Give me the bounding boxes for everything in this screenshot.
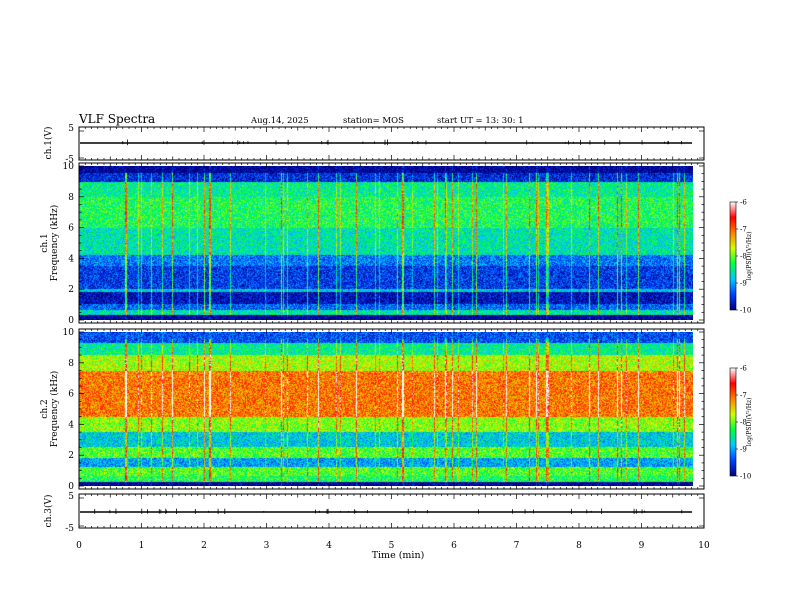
- ch3-ytick-minus5: -5: [65, 524, 74, 534]
- ch2-colorbar-tick-labels: -6 -7 -8 -9 -10: [736, 365, 751, 481]
- ch1-spectrogram-image: [79, 166, 693, 320]
- ch1-colorbar: -6 -7 -8 -9 -10 log(PSD)(V²/Hz): [729, 199, 753, 315]
- ch2-spectrogram-ticks: [78, 329, 705, 489]
- colorbar-tick-label: -10: [740, 307, 751, 315]
- ch2-colorbar: -6 -7 -8 -9 -10 log(PSD)(V²/Hz): [729, 365, 753, 481]
- ch3-waveform-ylabel: ch.3(V): [43, 495, 54, 528]
- frequency-tick-label: 2: [68, 451, 74, 461]
- frequency-tick-label: 10: [63, 328, 75, 338]
- figure-title: VLF Spectra: [78, 112, 155, 126]
- colorbar-tick-label: -9: [740, 280, 747, 288]
- ch3-ytick-5: 5: [68, 492, 74, 502]
- time-axis-tick-labels: 0 1 2 3 4 5 6 7 8 9 10: [76, 541, 710, 551]
- frequency-tick-label: 10: [63, 162, 75, 172]
- frequency-tick-label: 2: [68, 285, 74, 295]
- header-date: Aug.14, 2025: [250, 116, 309, 126]
- channel-2-spectrogram-panel: 0 2 4 6 8 10 ch.2 Frequency (kHz): [40, 328, 705, 492]
- channel-3-waveform-panel: 5 -5 ch.3(V): [43, 492, 705, 534]
- ch3-waveform-frame: [78, 493, 705, 529]
- channel-1-spectrogram-panel: 0 2 4 6 8 10 ch.1 Frequency (kHz): [40, 162, 705, 326]
- frequency-tick-label: 8: [68, 193, 74, 203]
- colorbar-tick-label: -6: [740, 199, 747, 207]
- frequency-tick-label: 6: [68, 224, 74, 234]
- colorbar-tick-label: -8: [740, 419, 747, 427]
- ch1-ytick-5: 5: [68, 124, 74, 134]
- ch1-channel-label: ch.1: [40, 233, 50, 252]
- header-station: station= MOS: [343, 116, 404, 126]
- header-start-time: start UT = 13: 30: 1: [437, 116, 524, 126]
- ch1-waveform-ylabel: ch.1(V): [43, 127, 54, 160]
- colorbar-tick-label: -6: [740, 365, 747, 373]
- ch2-frequency-tick-labels: 0 2 4 6 8 10: [63, 328, 75, 492]
- colorbar-tick-label: -7: [740, 226, 747, 234]
- frequency-tick-label: 6: [68, 390, 74, 400]
- ch1-frequency-axis-label: Frequency (kHz): [49, 205, 60, 282]
- colorbar-tick-label: -10: [740, 473, 751, 481]
- frequency-tick-label: 0: [68, 316, 74, 326]
- ch3-waveform-x-ticks: [78, 494, 705, 528]
- ch2-colorbar-gradient: [729, 367, 737, 477]
- ch3-waveform-spikes: [94, 508, 683, 515]
- ch1-spectrogram-ticks: [78, 163, 705, 323]
- colorbar-tick-label: -7: [740, 392, 747, 400]
- time-tick-label: 5: [389, 541, 395, 551]
- time-tick-label: 2: [201, 541, 207, 551]
- time-axis-label: Time (min): [372, 550, 425, 561]
- ch2-frequency-axis-label: Frequency (kHz): [49, 371, 60, 448]
- colorbar-tick-label: -8: [740, 253, 747, 261]
- ch1-waveform-x-ticks: [78, 127, 705, 160]
- colorbar-tick-label: -9: [740, 446, 747, 454]
- time-tick-label: 8: [576, 541, 582, 551]
- time-tick-label: 3: [264, 541, 270, 551]
- frequency-tick-label: 4: [68, 420, 74, 430]
- ch2-channel-label: ch.2: [40, 399, 50, 418]
- time-tick-label: 9: [639, 541, 645, 551]
- frequency-tick-label: 0: [68, 482, 74, 492]
- frequency-tick-label: 8: [68, 359, 74, 369]
- ch1-colorbar-tick-labels: -6 -7 -8 -9 -10: [736, 199, 751, 315]
- ch1-waveform-spikes: [122, 139, 682, 146]
- ch1-frequency-tick-labels: 0 2 4 6 8 10: [63, 162, 75, 326]
- time-tick-label: 6: [451, 541, 457, 551]
- ch1-ytick-minus5: -5: [65, 155, 74, 165]
- ch2-spectrogram-image: [79, 332, 693, 486]
- frequency-tick-label: 4: [68, 254, 74, 264]
- time-tick-label: 0: [76, 541, 82, 551]
- ch2-colorbar-label: log(PSD)(V²/Hz): [746, 398, 753, 447]
- time-tick-label: 7: [514, 541, 520, 551]
- ch1-colorbar-label: log(PSD)(V²/Hz): [746, 232, 753, 281]
- time-tick-label: 4: [326, 541, 332, 551]
- ch1-colorbar-gradient: [729, 201, 737, 311]
- time-tick-label: 10: [698, 541, 710, 551]
- channel-1-waveform-panel: 5 -5 ch.1(V): [43, 124, 705, 165]
- time-tick-label: 1: [139, 541, 145, 551]
